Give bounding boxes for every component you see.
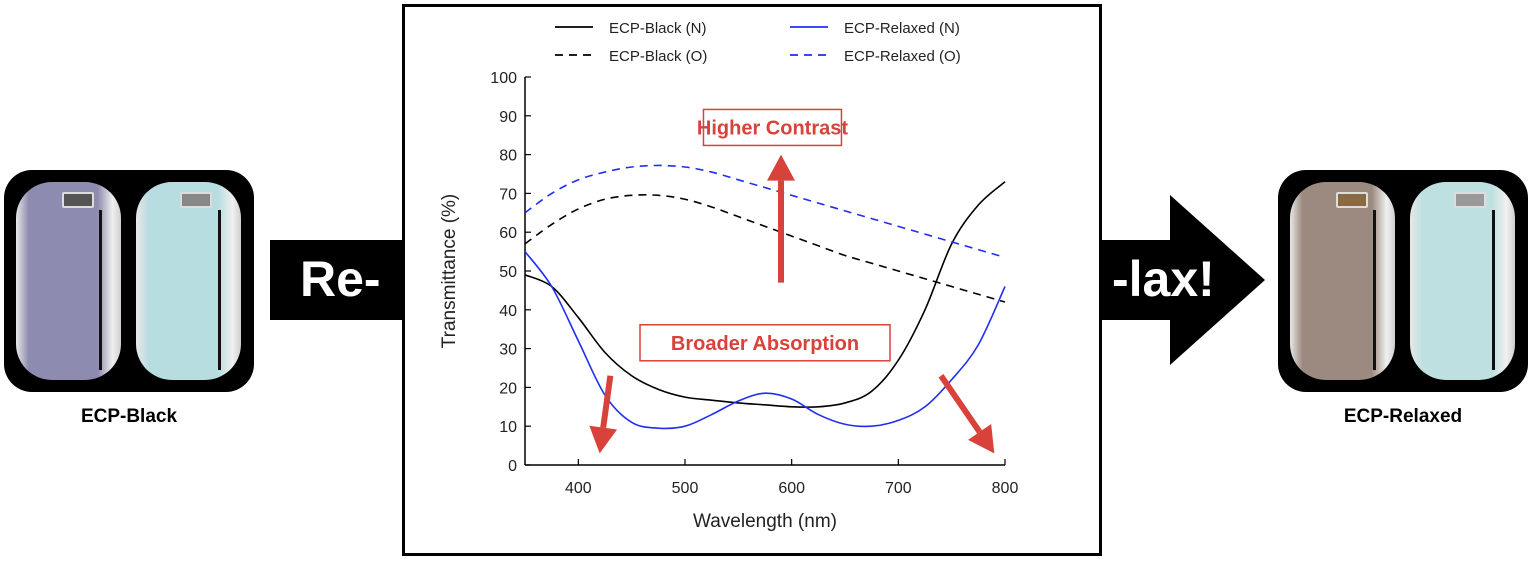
y-tick-label: 50 — [499, 264, 517, 281]
legend-label-3: ECP-Relaxed (O) — [844, 48, 961, 65]
right-vial-2-fill — [1410, 182, 1515, 380]
y-tick-label: 90 — [499, 109, 517, 126]
y-axis-label: Transmittance (%) — [439, 194, 460, 349]
series-line-2 — [524, 194, 1006, 303]
y-tick-label: 30 — [499, 342, 517, 359]
y-tick-label: 20 — [499, 380, 517, 397]
higher-contrast-label-box — [702, 108, 843, 147]
left-vial-2 — [136, 182, 241, 380]
transmittance-chart: ECP-Black (N) ECP-Relaxed (N) ECP-Black (O… — [439, 20, 1018, 532]
absorption-arrow-right-shaft — [938, 374, 983, 434]
chart-axes: 0 10 20 30 40 50 60 70 80 90 100 400 500 600 700 800 Wav… — [439, 70, 1018, 532]
x-axis-label: Wavelength (nm) — [693, 511, 837, 532]
right-vial-1-cap — [1336, 192, 1368, 208]
x-tick-label: 400 — [565, 480, 592, 497]
left-arrow-shape — [270, 240, 410, 320]
absorption-arrow-right-head — [968, 424, 995, 454]
series-line-3 — [524, 164, 1006, 259]
right-arrow-head — [1170, 195, 1265, 365]
left-vial-edge — [99, 210, 102, 370]
y-tick-label: 80 — [499, 148, 517, 165]
right-arrow-text: -lax! — [1112, 251, 1215, 307]
left-vial-edge-2 — [218, 210, 221, 370]
left-vial-1-fill — [16, 182, 121, 380]
x-tick-label: 500 — [672, 480, 699, 497]
left-vial-2-cap — [180, 192, 212, 208]
contrast-arrow-head — [767, 154, 795, 181]
chart-panel: ECP-Black (N) ECP-Relaxed (N) ECP-Black (O… — [402, 4, 1102, 556]
right-vial-1 — [1290, 182, 1395, 380]
legend-label-2: ECP-Black (O) — [609, 48, 707, 65]
chart-legend: ECP-Black (N) ECP-Relaxed (N) ECP-Black (O… — [555, 20, 961, 65]
x-tick-label: 800 — [992, 480, 1019, 497]
right-vial-2 — [1410, 182, 1515, 380]
series-line-0 — [524, 181, 1006, 408]
absorption-arrow-left-shaft — [600, 375, 614, 429]
right-vial-photo — [1278, 170, 1528, 392]
right-vial-edge-2 — [1492, 210, 1495, 370]
left-caption: ECP-Black — [80, 406, 178, 427]
right-vial-1-fill — [1290, 182, 1395, 380]
right-vial-2-cap — [1454, 192, 1486, 208]
y-tick-label: 70 — [499, 186, 517, 203]
absorption-arrow-left-head — [589, 425, 618, 454]
chart-series — [524, 164, 1006, 430]
left-vial-2-fill — [136, 182, 241, 380]
left-vial-1-cap — [62, 192, 94, 208]
chart-annotations: Higher Contrast Broader Absorption — [589, 108, 995, 454]
legend-label-1: ECP-Relaxed (N) — [844, 20, 960, 37]
left-vial-photo — [4, 170, 254, 392]
y-tick-label: 40 — [499, 303, 517, 320]
x-tick-label: 700 — [885, 480, 912, 497]
x-tick-label: 600 — [778, 480, 805, 497]
right-vial-edge — [1373, 210, 1376, 370]
y-tick-label: 10 — [499, 419, 517, 436]
legend-label-0: ECP-Black (N) — [609, 20, 707, 37]
broader-absorption-label-text: Broader Absorption — [671, 333, 859, 355]
y-tick-label: 60 — [499, 225, 517, 242]
y-tick-label: 0 — [508, 458, 517, 475]
broader-absorption-label-box — [639, 324, 891, 362]
left-vial-1 — [16, 182, 121, 380]
higher-contrast-label-text: Higher Contrast — [697, 117, 848, 139]
right-caption: ECP-Relaxed — [1343, 406, 1463, 427]
left-arrow-text: Re- — [300, 251, 381, 307]
y-tick-label: 100 — [490, 70, 517, 87]
